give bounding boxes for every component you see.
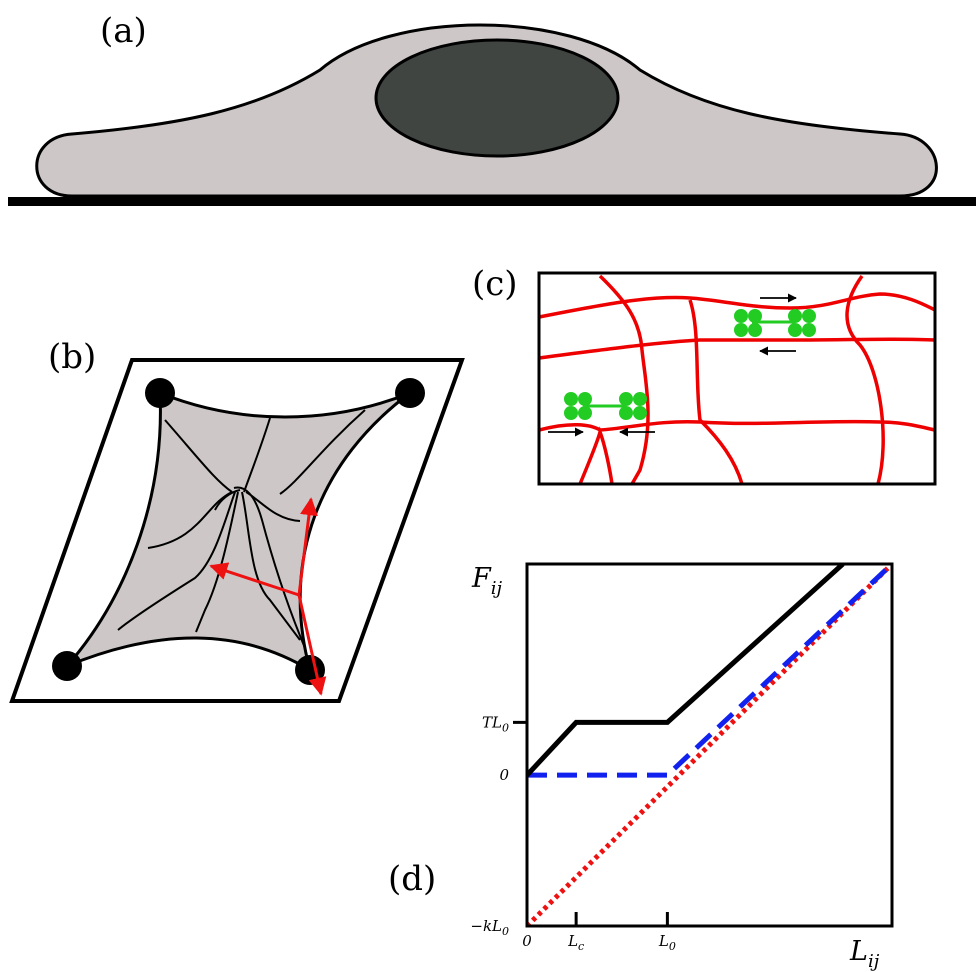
panel-d: (d) 0 Lc L0 −kL0 0 TL0 Fij Lij xyxy=(388,562,894,972)
y-tick-label: TL0 xyxy=(482,713,509,734)
panel-d-label: (d) xyxy=(388,859,436,899)
x-tick-label: Lc xyxy=(567,932,584,953)
panel-c: (c) xyxy=(472,264,937,486)
network-frame xyxy=(537,271,937,486)
force-arrow-up xyxy=(297,497,318,596)
panel-a: (a) xyxy=(8,11,976,206)
force-length-chart: 0 Lc L0 −kL0 0 TL0 Fij Lij xyxy=(470,562,894,972)
fiber xyxy=(539,337,935,360)
force-arrow-left xyxy=(209,562,300,597)
y-axis-label: Fij xyxy=(471,563,502,599)
fiber xyxy=(845,274,885,484)
series-line-dashed xyxy=(527,564,892,778)
adhesion-bottom-left xyxy=(52,651,82,681)
panel-b: (b) xyxy=(9,337,465,703)
fiber xyxy=(598,274,650,484)
series-line-solid xyxy=(527,564,845,777)
fiber xyxy=(539,292,935,319)
force-arrows xyxy=(209,497,327,696)
fiber xyxy=(539,419,935,432)
series-line-dotted xyxy=(527,564,892,926)
substrate xyxy=(8,197,976,206)
panel-c-label: (c) xyxy=(472,264,518,304)
x-tick-label: L0 xyxy=(658,932,676,953)
nucleus xyxy=(374,38,620,158)
panel-a-label: (a) xyxy=(100,11,147,51)
fiber xyxy=(688,299,744,484)
adhesion-bottom-right xyxy=(295,655,325,685)
plot-frame xyxy=(525,562,894,928)
x-tick-label: 0 xyxy=(522,932,532,950)
myosin-motor-top xyxy=(734,309,816,337)
x-axis-label: Lij xyxy=(849,936,880,972)
stress-fibers xyxy=(117,409,366,649)
adhesion-top-left xyxy=(145,378,175,408)
myosin-motor-bottom xyxy=(564,392,647,420)
adhesion-top-right xyxy=(395,378,425,408)
fiber xyxy=(578,426,614,484)
substrate-parallelogram xyxy=(9,358,465,703)
actin-network xyxy=(539,274,935,484)
sliding-arrows xyxy=(548,293,797,437)
y-tick-label: 0 xyxy=(499,766,509,784)
y-tick-label: −kL0 xyxy=(470,917,509,938)
panel-b-label: (b) xyxy=(48,337,96,377)
force-arrow-down xyxy=(297,594,327,696)
